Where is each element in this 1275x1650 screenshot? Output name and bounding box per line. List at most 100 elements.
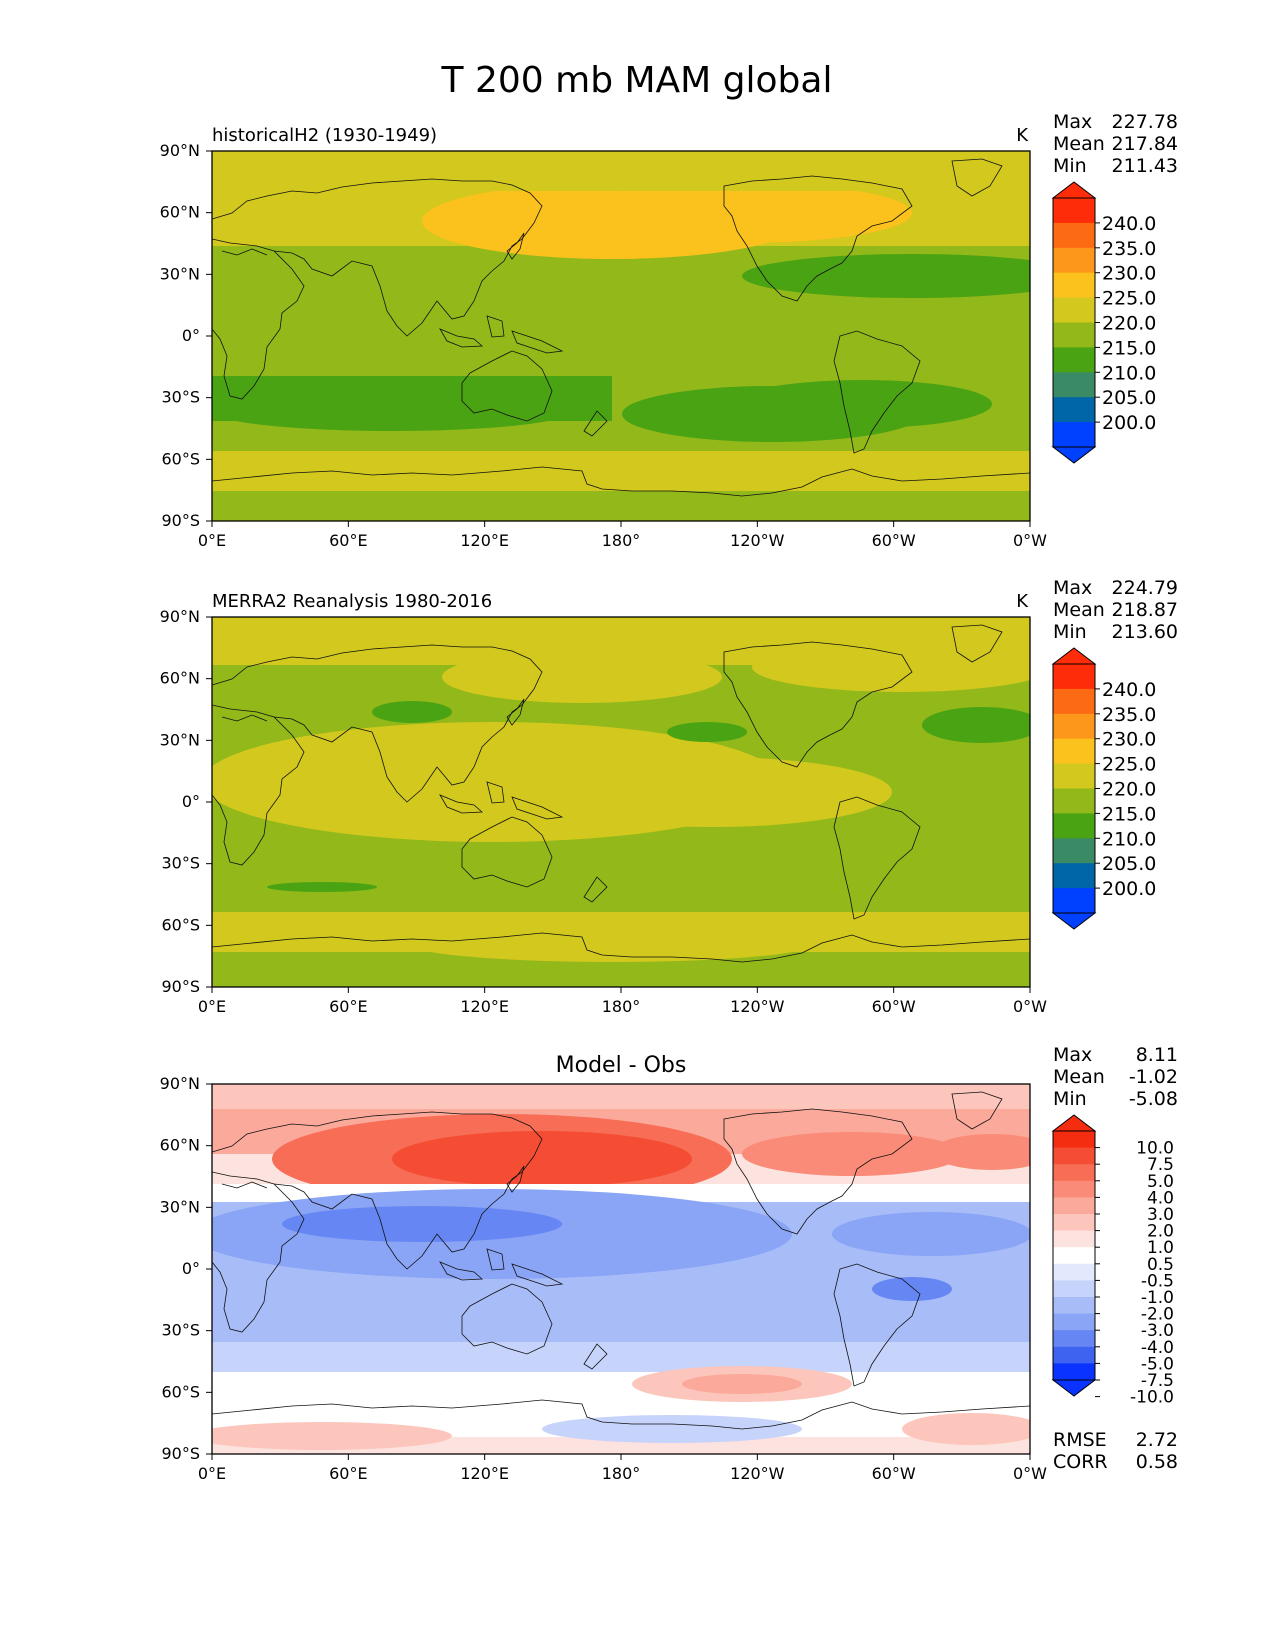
stat-label-mean: Mean [1053,133,1105,155]
colorbar-tick-label: 7.5 [1147,1155,1174,1175]
x-tick-label: 0°W [1013,531,1047,550]
panel-title: Model - Obs [556,1053,687,1078]
colorbar-bin [1053,272,1095,299]
colorbar-tick-label: 200.0 [1102,878,1156,900]
contour-region-4 [392,1131,692,1187]
colorbar-extend-max [1051,647,1097,665]
stat-label-rmse: RMSE [1053,1429,1107,1451]
colorbar-tick-label: 215.0 [1102,803,1156,825]
x-tick-label: 180° [602,531,641,550]
y-tick-label: 0° [182,1259,200,1278]
colorbar-bin [1053,1330,1095,1348]
y-tick-label: 90°N [160,141,200,160]
colorbar-bin [1053,1247,1095,1265]
colorbar-tick-label: -1.0 [1141,1288,1174,1308]
y-tick-label: 0° [182,326,200,345]
y-tick-label: 60°S [161,449,200,468]
colorbar-bin [1053,838,1095,864]
stat-value-min: 213.60 [1112,621,1178,643]
y-tick-label: 60°S [161,915,200,934]
x-tick-label: 120°E [460,531,509,550]
contour-region-2 [442,651,722,703]
colorbar-bin [1053,247,1095,274]
field-contours [212,151,1030,521]
x-tick-label: 120°W [730,531,785,550]
stat-label-min: Min [1053,155,1087,177]
stat-label-max: Max [1053,577,1092,599]
colorbar-tick-label: -3.0 [1141,1321,1174,1341]
y-tick-label: 30°N [160,264,200,283]
y-tick-label: 90°N [160,607,200,626]
colorbar-tick-label: -5.0 [1141,1354,1174,1374]
x-tick-label: 180° [602,997,641,1016]
stat-label-min: Min [1053,621,1087,643]
y-tick-label: 0° [182,792,200,811]
contour-region-7 [667,722,747,742]
contour-region-8 [922,707,1030,743]
x-tick-label: 60°E [329,997,367,1016]
colorbar-bin [1053,738,1095,765]
colorbar-tick-label: 240.0 [1102,213,1156,235]
contour-region-6 [372,701,452,723]
contour-region-18 [542,1415,802,1443]
colorbar-tick-label: 220.0 [1102,313,1156,335]
field-contours [212,617,1030,987]
x-tick-label: 0°E [198,1464,226,1483]
stat-label-max: Max [1053,1044,1092,1066]
x-tick-label: 60°E [329,531,367,550]
colorbar-extend-min [1051,1379,1097,1397]
colorbar-extend-min [1051,912,1097,930]
colorbar-bin [1053,1313,1095,1331]
stat-value-mean: 217.84 [1112,133,1178,155]
contour-region-16 [682,1374,802,1394]
colorbar-bin [1053,1180,1095,1198]
contour-region-11 [832,1212,1030,1256]
colorbar-extend-max [1051,1114,1097,1132]
colorbar-tick-label: 205.0 [1102,853,1156,875]
figure-title: T 200 mb MAM global [441,60,833,101]
contour-region-10 [282,1206,562,1242]
colorbar-tick-label: 210.0 [1102,362,1156,384]
contour-region-6 [742,254,1030,298]
panel-diff: Model - Obs 0°E 60°E 120°E 180° 120°W 60°W 0°W 9… [160,1044,1178,1483]
y-tick-label: 30°S [161,388,200,407]
colorbar-bin [1053,222,1095,249]
colorbar-tick-label: 225.0 [1102,754,1156,776]
stat-value-max: 227.78 [1112,111,1178,133]
colorbar-bin [1053,1280,1095,1298]
y-tick-label: 30°S [161,854,200,873]
colorbar-bin [1053,888,1095,914]
stat-value-rmse: 2.72 [1136,1429,1178,1451]
stat-value-max: 224.79 [1112,577,1178,599]
stat-value-mean: -1.02 [1129,1066,1178,1088]
panel-title: historicalH2 (1930-1949) [212,125,437,146]
colorbar-bin [1053,372,1095,398]
colorbar-tick-label: 200.0 [1102,412,1156,434]
y-tick-label: 60°S [161,1382,200,1401]
colorbar-bin [1053,422,1095,448]
units-label: K [1016,591,1029,612]
colorbar-bin [1053,813,1095,839]
y-tick-label: 90°N [160,1074,200,1093]
contour-region-11 [402,922,822,962]
x-tick-label: 0°E [198,531,226,550]
contour-region-13 [212,1342,1030,1372]
stat-value-max: 8.11 [1136,1044,1178,1066]
colorbar-tick-label: 235.0 [1102,238,1156,260]
contour-region-8 [732,380,992,428]
colorbar-bin [1053,763,1095,789]
x-tick-label: 60°E [329,1464,367,1483]
contour-region-7 [212,391,572,431]
contour-region-12 [212,151,1030,191]
colorbar-bin [1053,1147,1095,1165]
colorbar-bin [1053,1131,1095,1149]
colorbar-tick-label: -4.0 [1141,1338,1174,1358]
colorbar-bin [1053,347,1095,373]
contour-region-19 [212,1422,452,1450]
stat-label-mean: Mean [1053,1066,1105,1088]
y-tick-label: 60°N [160,669,200,688]
y-tick-label: 90°S [161,511,200,530]
